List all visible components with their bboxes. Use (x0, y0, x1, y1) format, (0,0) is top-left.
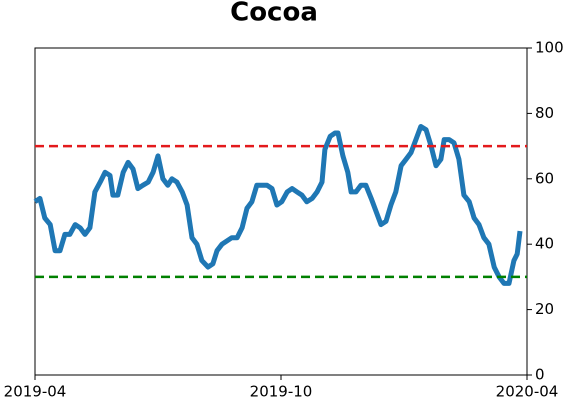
x-tick-label: 2019-04 (4, 383, 67, 401)
y-tick-label: 80 (535, 104, 554, 122)
y-tick-label: 100 (535, 39, 564, 57)
y-tick-label: 40 (535, 235, 554, 253)
y-tick-label: 60 (535, 169, 554, 187)
chart-title: Cocoa (230, 0, 318, 28)
x-tick-label: 2020-04 (496, 383, 559, 401)
plot-frame (34, 47, 528, 376)
y-tick-label: 20 (535, 300, 554, 318)
y-tick-label: 0 (535, 366, 545, 384)
series-line (33, 124, 523, 286)
x-tick-label: 2019-10 (250, 383, 313, 401)
